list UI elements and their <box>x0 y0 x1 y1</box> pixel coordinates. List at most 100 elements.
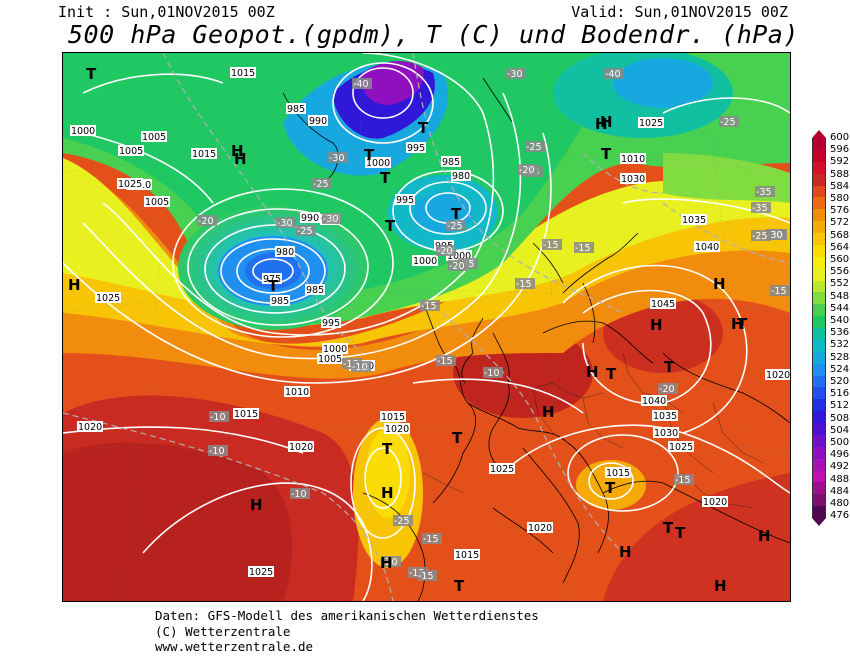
credits-url[interactable]: www.wetterzentrale.de <box>155 639 314 654</box>
legend-swatch <box>812 328 826 340</box>
valid-time: Valid: Sun,01NOV2015 00Z <box>571 3 788 21</box>
isotherm-label-bg <box>208 445 228 456</box>
isobar-label: 1020 <box>766 370 790 381</box>
legend-value: 584 <box>830 180 850 192</box>
isobar-label-bg <box>270 295 290 306</box>
legend-swatch <box>812 173 826 186</box>
legend-swatch <box>812 149 826 162</box>
legend-swatch <box>812 351 826 364</box>
legend-value: 556 <box>830 266 850 278</box>
isotherm-label: -20 <box>519 165 535 176</box>
legend-value: 524 <box>830 363 850 375</box>
isobar-label: 1025 <box>639 118 663 129</box>
isobar-label-bg <box>322 343 348 354</box>
legend-value: 580 <box>830 193 850 204</box>
isobar-label-bg <box>70 125 96 136</box>
isotherm-label: -25 <box>447 221 463 232</box>
isobar-label-bg <box>141 131 167 142</box>
low-pressure-marker: T <box>663 519 674 537</box>
legend-value: 592 <box>830 156 850 168</box>
isotherm-label-bg <box>518 164 538 175</box>
credits-data-source: Daten: GFS-Modell des amerikanischen Wet… <box>155 608 539 623</box>
legend-value: 544 <box>830 302 850 314</box>
isobar-label: 1015 <box>606 468 630 479</box>
legend-swatch <box>812 470 826 483</box>
legend-swatch <box>812 363 826 376</box>
isobar-label: 1045 <box>651 299 675 310</box>
isobar-label-bg <box>653 427 679 438</box>
high-pressure-marker: H <box>542 403 555 421</box>
isobar-label: 1000 <box>413 256 437 267</box>
isobar-label-bg <box>317 353 343 364</box>
isotherms <box>63 53 790 601</box>
isotherm-label-bg <box>574 242 594 253</box>
isotherm-label: -10 <box>210 412 226 423</box>
isobar-label-bg <box>412 255 438 266</box>
isotherm-label: -20 <box>382 557 398 568</box>
isotherm-label: -15 <box>575 243 591 254</box>
legend-swatch <box>812 494 826 507</box>
map-svg: 1015 985 990 1005 1010 1000 985 995 1000 990 985 98… <box>63 53 790 601</box>
low-pressure-marker: T <box>382 440 393 458</box>
isobar-label: 1030 <box>621 174 645 185</box>
legend-swatch <box>812 375 826 388</box>
isobar-label: 1035 <box>682 215 706 226</box>
low-pressure-marker: T <box>451 205 462 223</box>
low-pressure-marker: T <box>737 315 748 333</box>
isotherm-label: -25 <box>526 142 542 153</box>
legend-value: 492 <box>830 461 850 473</box>
isobar-label-bg <box>446 250 472 261</box>
high-pressure-marker: H <box>231 142 244 160</box>
isobar-label-bg <box>384 423 410 434</box>
isobar-label: 1025 <box>490 464 514 475</box>
isotherm-label-bg <box>381 556 401 567</box>
isobar-label: 1025 <box>96 293 120 304</box>
low-pressure-marker: T <box>86 65 97 83</box>
isotherm-label-bg <box>420 300 440 311</box>
isotherm-label: -15 <box>421 301 437 312</box>
legend-swatch <box>812 434 826 447</box>
isotherm-label: -30 <box>323 214 339 225</box>
isobar-label-bg <box>284 386 310 397</box>
legend-swatch <box>812 244 826 257</box>
legend-swatch <box>812 411 826 423</box>
low-pressure-marker: T <box>268 277 279 295</box>
isotherm-label-bg <box>751 202 771 213</box>
legend-value: 500 <box>830 437 850 448</box>
high-pressure-marker: H <box>595 115 608 133</box>
isobar-label-bg <box>620 153 646 164</box>
isobar-label-bg <box>489 463 515 474</box>
high-pressure-marker: H <box>381 484 394 502</box>
legend-swatch <box>812 256 826 269</box>
isotherm-label-bg <box>719 116 739 127</box>
legend-swatch <box>812 280 826 293</box>
isotherm-label: -25 <box>720 117 736 128</box>
isotherm-label-bg <box>351 361 371 372</box>
isobar-label: 1035 <box>653 411 677 422</box>
isobar-label-bg <box>191 148 217 159</box>
isobar-label-bg <box>652 410 678 421</box>
legend-value: 564 <box>830 241 850 253</box>
isobar-label: 985 <box>442 157 460 168</box>
chart-title: 500 hPa Geopot.(gpdm), T (C) und Bodendr… <box>68 20 799 49</box>
isotherm-label: -15 <box>771 286 787 297</box>
map-labels: 1015 985 990 1005 1010 1000 985 995 1000 990 985 98… <box>68 65 790 595</box>
isotherm-label-bg <box>766 229 786 240</box>
coastlines <box>282 77 790 601</box>
isotherm-label: -30 <box>329 153 345 164</box>
isotherm-label: -15 <box>516 279 532 290</box>
isotherm-label-bg <box>506 68 526 79</box>
legend-value: 516 <box>830 388 850 400</box>
isotherm-label: -25 <box>297 226 313 237</box>
isobar-label: 1025 <box>118 179 142 190</box>
legend-value: 496 <box>830 449 850 461</box>
high-pressure-marker: H <box>380 554 393 572</box>
isotherm-label-bg <box>352 78 372 89</box>
isotherm-label-bg <box>770 285 790 296</box>
isotherm-label: -25 <box>394 516 410 527</box>
legend-swatch <box>812 209 826 222</box>
legend-swatch <box>812 423 826 435</box>
high-pressure-marker: H <box>758 527 771 545</box>
isotherm-label: -40 <box>353 79 369 90</box>
isotherm-label: -25 <box>752 231 768 242</box>
